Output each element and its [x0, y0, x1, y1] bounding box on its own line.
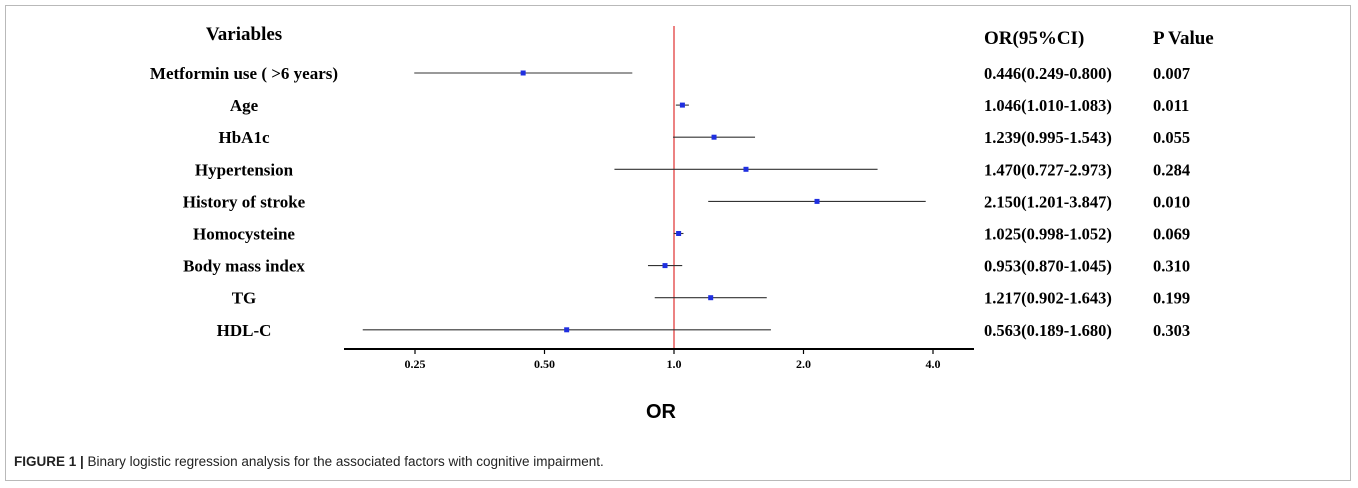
or-point [676, 231, 682, 236]
or-point [814, 198, 820, 204]
x-tick-label: 0.50 [534, 357, 555, 371]
or-point [520, 70, 526, 76]
header-variables: Variables [206, 24, 282, 45]
row-p-value: 0.199 [1153, 289, 1190, 308]
x-tick-label: 2.0 [796, 357, 811, 371]
row-p-value: 0.055 [1153, 128, 1190, 147]
or-point [679, 102, 685, 108]
row-or-ci: 1.217(0.902-1.643) [984, 289, 1112, 308]
row-variable-label: HDL-C [217, 321, 272, 340]
caption-text: Binary logistic regression analysis for … [83, 454, 604, 469]
row-or-ci: 1.470(0.727-2.973) [984, 160, 1112, 179]
row-p-value: 0.284 [1153, 160, 1190, 179]
row-variable-label: Hypertension [195, 160, 294, 179]
row-p-value: 0.010 [1153, 192, 1190, 211]
or-point [708, 295, 714, 301]
figure-caption: FIGURE 1 | Binary logistic regression an… [14, 454, 604, 469]
row-p-value: 0.011 [1153, 96, 1189, 115]
row-or-ci: 0.563(0.189-1.680) [984, 321, 1112, 340]
or-point [564, 327, 570, 333]
forest-plot: Variables OR(95%CI) P Value Metformin us… [150, 24, 1214, 423]
row-variable-label: HbA1c [219, 128, 270, 147]
row-or-ci: 2.150(1.201-3.847) [984, 192, 1112, 211]
x-tick-label: 0.25 [405, 357, 426, 371]
row-variable-label: TG [232, 289, 257, 308]
row-p-value: 0.303 [1153, 321, 1190, 340]
x-tick-label: 4.0 [926, 357, 941, 371]
row-variable-label: History of stroke [183, 192, 306, 211]
header-or-ci: OR(95%CI) [984, 28, 1084, 49]
row-p-value: 0.007 [1153, 64, 1190, 83]
figure-frame [5, 5, 1351, 481]
row-or-ci: 1.025(0.998-1.052) [984, 225, 1112, 244]
row-or-ci: 1.239(0.995-1.543) [984, 128, 1112, 147]
row-p-value: 0.310 [1153, 257, 1190, 276]
row-variable-label: Metformin use ( >6 years) [150, 64, 338, 83]
or-point [662, 263, 668, 269]
row-variable-label: Age [230, 96, 259, 115]
caption-label: FIGURE 1 | [14, 454, 84, 469]
or-point [711, 134, 717, 140]
header-p-value: P Value [1153, 28, 1214, 49]
row-or-ci: 1.046(1.010-1.083) [984, 96, 1112, 115]
row-variable-label: Body mass index [183, 257, 305, 276]
row-p-value: 0.069 [1153, 225, 1190, 244]
row-or-ci: 0.446(0.249-0.800) [984, 64, 1112, 83]
row-variable-label: Homocysteine [193, 225, 295, 244]
x-axis-label: OR [646, 401, 677, 423]
or-point [743, 166, 749, 172]
x-tick-label: 1.0 [667, 357, 682, 371]
row-or-ci: 0.953(0.870-1.045) [984, 257, 1112, 276]
